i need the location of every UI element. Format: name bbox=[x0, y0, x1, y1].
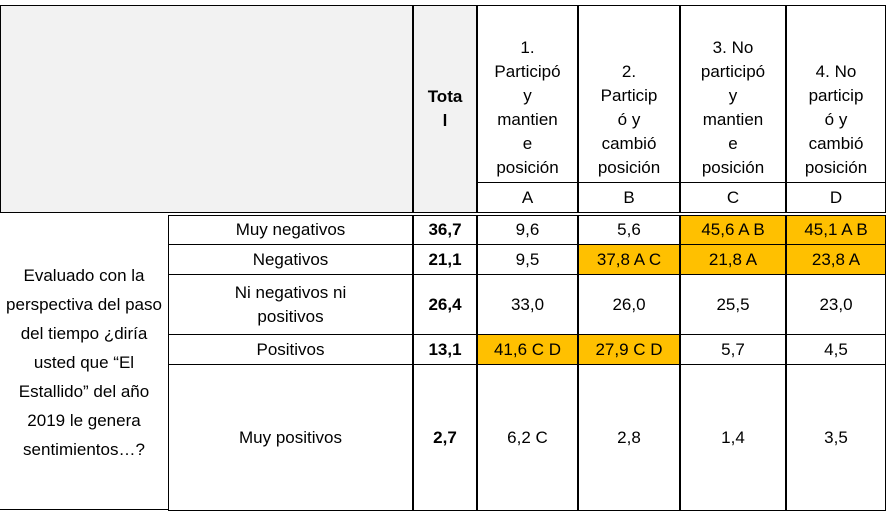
cell: 5,6 bbox=[578, 215, 680, 245]
cell: 5,7 bbox=[680, 334, 786, 365]
column-header-line: posición bbox=[701, 158, 765, 177]
column-header-line: y bbox=[728, 86, 738, 105]
column-header: 3. No participó y mantien e posición bbox=[680, 5, 786, 183]
row-total: 2,7 bbox=[413, 364, 477, 511]
cell: 33,0 bbox=[477, 274, 578, 335]
column-header-line: posición bbox=[496, 158, 559, 177]
column-letter: D bbox=[786, 182, 886, 213]
header-total: Tota l bbox=[413, 5, 477, 213]
column-header-line: Particip bbox=[600, 86, 658, 105]
cell: 23,0 bbox=[786, 274, 886, 335]
cell: 1,4 bbox=[680, 364, 786, 511]
cell: 41,6 C D bbox=[477, 334, 578, 365]
column-header-line: e bbox=[522, 134, 533, 153]
header-total-line: Tota bbox=[427, 87, 463, 106]
column-header-line: mantien bbox=[497, 110, 558, 129]
column-header-line: posición bbox=[804, 158, 868, 177]
row-label: Negativos bbox=[168, 244, 413, 275]
row-total: 36,7 bbox=[413, 215, 477, 245]
cell: 3,5 bbox=[786, 364, 886, 511]
column-header-line: ó y bbox=[824, 110, 848, 129]
column-header: 1. Participó y mantien e posición bbox=[477, 5, 578, 183]
cell: 23,8 A bbox=[786, 244, 886, 275]
column-letter: C bbox=[680, 182, 786, 213]
column-header-line: 4. No bbox=[815, 62, 857, 81]
row-label: Muy negativos bbox=[168, 215, 413, 245]
cell: 45,1 A B bbox=[786, 215, 886, 245]
column-letter: B bbox=[578, 182, 680, 213]
cell: 27,9 C D bbox=[578, 334, 680, 365]
column-header: 4. No particip ó y cambió posición bbox=[786, 5, 886, 183]
cell: 2,8 bbox=[578, 364, 680, 511]
cell: 45,6 A B bbox=[680, 215, 786, 245]
column-header-line: y bbox=[523, 86, 532, 105]
column-header-line: posición bbox=[597, 158, 661, 177]
column-letter: A bbox=[477, 182, 578, 213]
row-label: Muy positivos bbox=[168, 364, 413, 511]
row-total: 13,1 bbox=[413, 334, 477, 365]
column-header-line: 3. No bbox=[712, 38, 754, 57]
header-total-line: l bbox=[442, 111, 448, 130]
column-header-line: e bbox=[728, 134, 738, 153]
column-header-line: participó bbox=[700, 62, 766, 81]
cell: 37,8 A C bbox=[578, 244, 680, 275]
cell: 4,5 bbox=[786, 334, 886, 365]
question: Evaluado con la perspectiva del paso del… bbox=[0, 215, 168, 510]
column-header-line: 2. bbox=[621, 62, 637, 81]
header-blank bbox=[0, 5, 413, 213]
column-header-line: particip bbox=[808, 86, 864, 105]
column-header-line: Participó bbox=[494, 62, 561, 81]
cell: 6,2 C bbox=[477, 364, 578, 511]
column-header-line: 1. bbox=[520, 38, 535, 57]
cell: 26,0 bbox=[578, 274, 680, 335]
row-label: Ni negativos ni positivos bbox=[168, 274, 413, 335]
column-header: 2. Particip ó y cambió posición bbox=[578, 5, 680, 183]
cell: 21,8 A bbox=[680, 244, 786, 275]
cell: 25,5 bbox=[680, 274, 786, 335]
row-label: Positivos bbox=[168, 334, 413, 365]
row-total: 21,1 bbox=[413, 244, 477, 275]
column-header-line: cambió bbox=[808, 134, 864, 153]
cell: 9,6 bbox=[477, 215, 578, 245]
column-header-line: cambió bbox=[601, 134, 657, 153]
row-total: 26,4 bbox=[413, 274, 477, 335]
cell: 9,5 bbox=[477, 244, 578, 275]
column-header-line: mantien bbox=[702, 110, 764, 129]
column-header-line: ó y bbox=[617, 110, 641, 129]
